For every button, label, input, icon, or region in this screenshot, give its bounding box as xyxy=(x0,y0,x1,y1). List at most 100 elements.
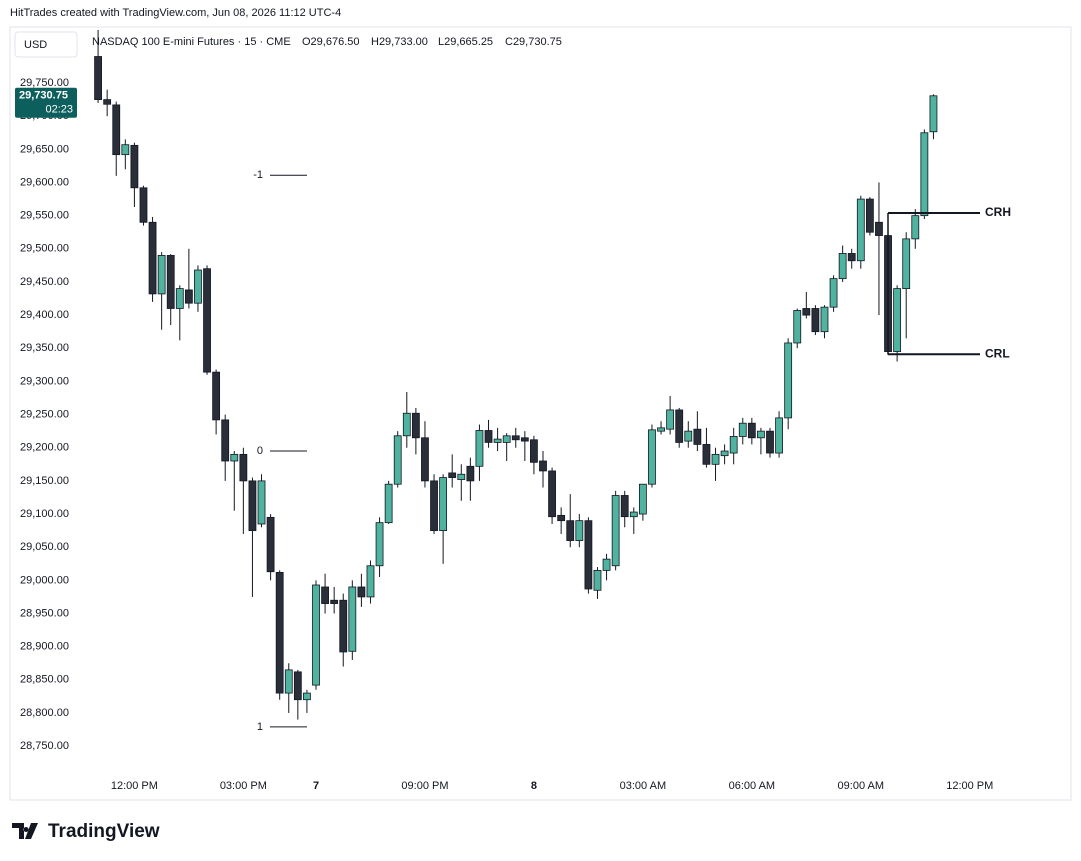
y-tick-label: 29,050.00 xyxy=(20,541,69,553)
ohlc-low: L29,665.25 xyxy=(438,36,493,48)
candle-body xyxy=(466,465,475,482)
candle-body xyxy=(802,308,811,316)
price-tag xyxy=(15,87,77,118)
candle-body xyxy=(330,599,339,604)
candle-body xyxy=(303,692,311,701)
candle-body xyxy=(566,520,575,541)
candle-body xyxy=(393,435,402,485)
fib-level-label: -1 xyxy=(253,169,263,181)
candle-body xyxy=(266,516,275,573)
candle-body xyxy=(865,198,874,233)
candle-body xyxy=(530,439,538,463)
candle-body xyxy=(638,483,647,515)
candle-body xyxy=(829,278,838,308)
chart-frame xyxy=(9,26,1072,801)
fib-level-label: 1 xyxy=(257,721,263,733)
currency-box[interactable] xyxy=(14,31,78,58)
y-tick-label: 29,500.00 xyxy=(20,243,69,255)
candle-body xyxy=(511,435,520,441)
candle-body xyxy=(284,669,293,694)
candle-body xyxy=(103,99,112,105)
candle-body xyxy=(920,132,929,217)
y-tick-label: 29,600.00 xyxy=(20,176,69,188)
candle-body xyxy=(820,306,829,333)
y-tick-label: 28,900.00 xyxy=(20,641,69,653)
fib-level-label: 0 xyxy=(257,445,263,457)
candle-body xyxy=(911,215,920,240)
price-tag-countdown: 02:23 xyxy=(45,104,73,116)
candle-body xyxy=(766,430,774,454)
candle-body xyxy=(293,671,302,701)
candle-body xyxy=(184,289,193,304)
candle-body xyxy=(357,586,366,598)
candle-body xyxy=(520,437,529,442)
candle-body xyxy=(738,422,747,437)
candle-body xyxy=(620,495,629,518)
y-tick-label: 29,400.00 xyxy=(20,309,69,321)
candle-body xyxy=(203,268,211,373)
candle-body xyxy=(575,520,584,541)
y-tick-label: 29,000.00 xyxy=(20,574,69,586)
candle-body xyxy=(847,253,856,262)
x-tick-label: 09:00 PM xyxy=(401,780,448,792)
candle-body xyxy=(430,480,438,532)
x-tick-label: 12:00 PM xyxy=(946,780,993,792)
candle-body xyxy=(230,453,239,462)
candle-body xyxy=(457,473,466,480)
watermark: HitTrades created with TradingView.com, … xyxy=(10,7,341,19)
candle-body xyxy=(784,342,793,419)
candle-body xyxy=(248,480,257,532)
candle-body xyxy=(729,436,738,454)
candle-body xyxy=(557,514,566,522)
y-tick-label: 29,450.00 xyxy=(20,276,69,288)
candle-body xyxy=(793,310,802,344)
ohlc-close: C29,730.75 xyxy=(505,36,562,48)
candle-body xyxy=(757,430,765,439)
candle-body xyxy=(602,558,611,571)
candle-body xyxy=(902,238,911,289)
brand-logo xyxy=(12,823,38,839)
candle-body xyxy=(194,269,202,304)
candle-body xyxy=(421,437,429,482)
candle-body xyxy=(693,428,702,445)
candle-body xyxy=(875,221,883,236)
range-label: CRH xyxy=(985,205,1011,219)
y-tick-label: 29,200.00 xyxy=(20,442,69,454)
y-tick-label: 28,950.00 xyxy=(20,607,69,619)
candle-body xyxy=(411,412,420,439)
x-tick-label: 7 xyxy=(313,780,319,792)
candle-body xyxy=(339,599,348,653)
currency[interactable]: USD xyxy=(24,39,47,51)
candle-body xyxy=(747,422,756,439)
candle-body xyxy=(548,470,556,518)
price-tag-label: 29,730.75 xyxy=(19,90,68,102)
candle-body xyxy=(539,460,547,472)
ohlc-high: H29,733.00 xyxy=(371,36,428,48)
candle-body xyxy=(893,288,902,352)
candle-body xyxy=(811,308,820,333)
x-tick-label: 09:00 AM xyxy=(838,780,884,792)
y-tick-label: 29,250.00 xyxy=(20,408,69,420)
y-tick-label: 28,800.00 xyxy=(20,707,69,719)
x-tick-label: 03:00 PM xyxy=(220,780,267,792)
x-tick-label: 12:00 PM xyxy=(111,780,158,792)
candle-body xyxy=(157,255,166,295)
x-tick-label: 06:00 AM xyxy=(729,780,775,792)
ohlc-open: O29,676.50 xyxy=(302,36,360,48)
y-tick-label: 28,750.00 xyxy=(20,740,69,752)
candle-body xyxy=(175,288,184,309)
candle-body xyxy=(666,409,675,430)
candle-body xyxy=(448,472,457,478)
candle-body xyxy=(275,571,284,694)
candle-body xyxy=(856,198,865,262)
candle-body xyxy=(402,412,411,437)
candle-body xyxy=(94,56,102,101)
candle-body xyxy=(929,95,938,133)
candle-body xyxy=(212,371,221,421)
candle-body xyxy=(148,221,157,295)
candle-body xyxy=(139,187,148,223)
candle-body xyxy=(384,483,393,524)
candle-body xyxy=(684,430,693,442)
candle-body xyxy=(166,255,175,309)
